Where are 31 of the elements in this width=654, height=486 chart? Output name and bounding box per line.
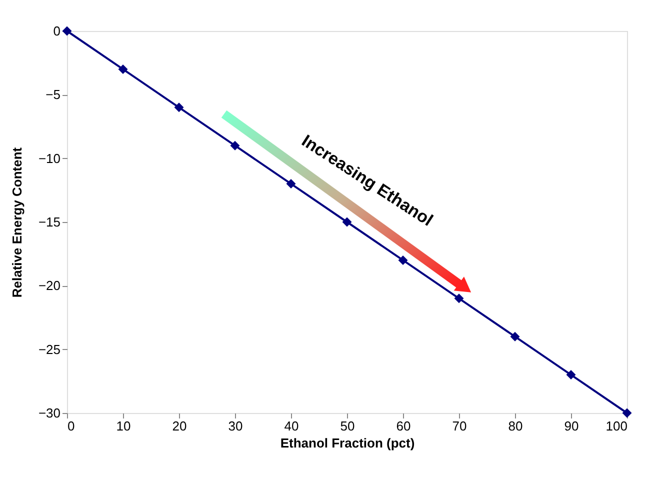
y-tick-label: −30 <box>38 406 60 420</box>
x-axis-title: Ethanol Fraction (pct) <box>280 436 415 450</box>
x-tick-label: 60 <box>396 418 411 434</box>
point <box>174 102 184 112</box>
y-tick-label: −5 <box>46 87 60 102</box>
y-tick-label: −10 <box>38 150 60 166</box>
point <box>230 140 240 150</box>
x-tick-label: 70 <box>452 418 467 434</box>
point <box>454 294 464 304</box>
x-tick-label: 20 <box>172 418 187 434</box>
x-tick-label: 0 <box>68 418 75 434</box>
x-tick-label: 30 <box>228 418 243 434</box>
point <box>286 179 296 189</box>
x-tick-label: 10 <box>116 418 131 434</box>
point <box>342 217 352 227</box>
point <box>510 332 520 342</box>
y-tick-label: −25 <box>38 342 60 357</box>
x-tick-label: 40 <box>284 418 299 434</box>
x-tick-label: 50 <box>340 418 355 434</box>
x-tick-label: 100 <box>606 418 628 434</box>
y-tick-label: 0 <box>53 24 60 38</box>
point <box>622 408 632 418</box>
x-tick-label: 80 <box>508 418 523 434</box>
x-tick-label: 90 <box>564 418 579 434</box>
y-axis-title: Relative Energy Content <box>9 146 24 298</box>
point <box>118 64 128 74</box>
point <box>62 26 72 36</box>
y-tick-label: −20 <box>38 278 60 294</box>
point <box>566 370 576 380</box>
point <box>398 255 408 265</box>
y-tick-label: −15 <box>38 214 60 230</box>
